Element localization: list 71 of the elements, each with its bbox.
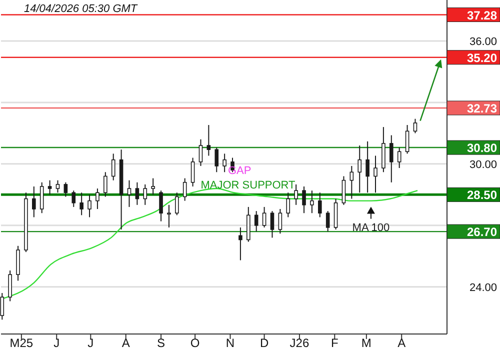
x-tick-label: J [54, 336, 60, 350]
candlestick [206, 124, 211, 156]
candlestick [374, 155, 378, 194]
candlestick [366, 140, 370, 194]
candlestick [397, 147, 402, 169]
candlestick [389, 134, 394, 183]
annotation: MAJOR SUPPORT [200, 180, 296, 192]
candlestick [111, 153, 116, 181]
candlestick [198, 138, 203, 166]
candlestick [238, 226, 242, 261]
y-tick-label: 30.00 [469, 158, 497, 171]
candlestick [405, 124, 410, 154]
candlestick [350, 165, 354, 200]
candlestick [40, 182, 44, 214]
annotation: GAP [228, 165, 252, 177]
candlestick [190, 157, 195, 187]
candlestick [143, 184, 148, 206]
x-tick-label: J26 [290, 336, 310, 350]
candlestick [80, 192, 84, 216]
candlestick [0, 292, 4, 320]
candlestick [342, 176, 346, 206]
ref-line-label: 30.80 [466, 141, 498, 156]
candlestick [302, 186, 306, 214]
candlestick [262, 206, 266, 228]
candlestick [214, 147, 219, 173]
ref-line-label: 32.73 [466, 101, 498, 116]
candlestick [175, 192, 179, 216]
x-tick-label: M25 [10, 336, 34, 350]
x-tick-label: A [122, 336, 130, 350]
candlestick [8, 270, 12, 302]
candlestick [151, 178, 155, 196]
ref-line-label: 28.50 [466, 188, 498, 202]
x-tick-label: N [226, 336, 235, 350]
candlestick [167, 204, 171, 228]
candlestick [310, 190, 314, 214]
candlestick [222, 153, 226, 173]
candlestick [159, 190, 163, 222]
candlestick [96, 188, 100, 210]
candlestick [413, 118, 418, 134]
candlestick [254, 210, 258, 232]
x-tick-label: F [330, 336, 338, 350]
candlestick [278, 208, 282, 234]
y-tick-label: 24.00 [469, 282, 497, 294]
ref-line-label: 26.70 [466, 225, 498, 240]
candlestick [72, 190, 76, 208]
x-tick-label: A [398, 336, 406, 350]
candlestick [88, 194, 92, 218]
x-tick-label: D [260, 336, 269, 350]
candlestick [135, 182, 140, 206]
ref-line-label: 35.20 [466, 50, 498, 65]
candlestick [48, 180, 52, 196]
x-tick-label: S [157, 336, 166, 350]
ref-line-label: 37.28 [466, 8, 498, 22]
x-tick-label: J [88, 336, 94, 350]
y-tick-label: 36.00 [469, 36, 497, 48]
candlestick [56, 180, 60, 194]
candlestick [358, 144, 362, 194]
candlestick [286, 192, 290, 218]
annotation: MA 100 [352, 222, 390, 234]
candlestick [182, 178, 187, 202]
x-tick-label: M [361, 336, 372, 350]
candlestick [318, 192, 322, 218]
candlestick [127, 180, 132, 208]
candlestick [32, 186, 36, 218]
candlestick [270, 210, 274, 238]
candlestick [294, 184, 298, 206]
candlestick [64, 182, 68, 198]
annotation: 14/04/2026 05:30 GMT [24, 3, 138, 15]
candlestick [326, 210, 330, 232]
candlestick [104, 172, 108, 198]
x-tick-label: O [190, 336, 200, 350]
